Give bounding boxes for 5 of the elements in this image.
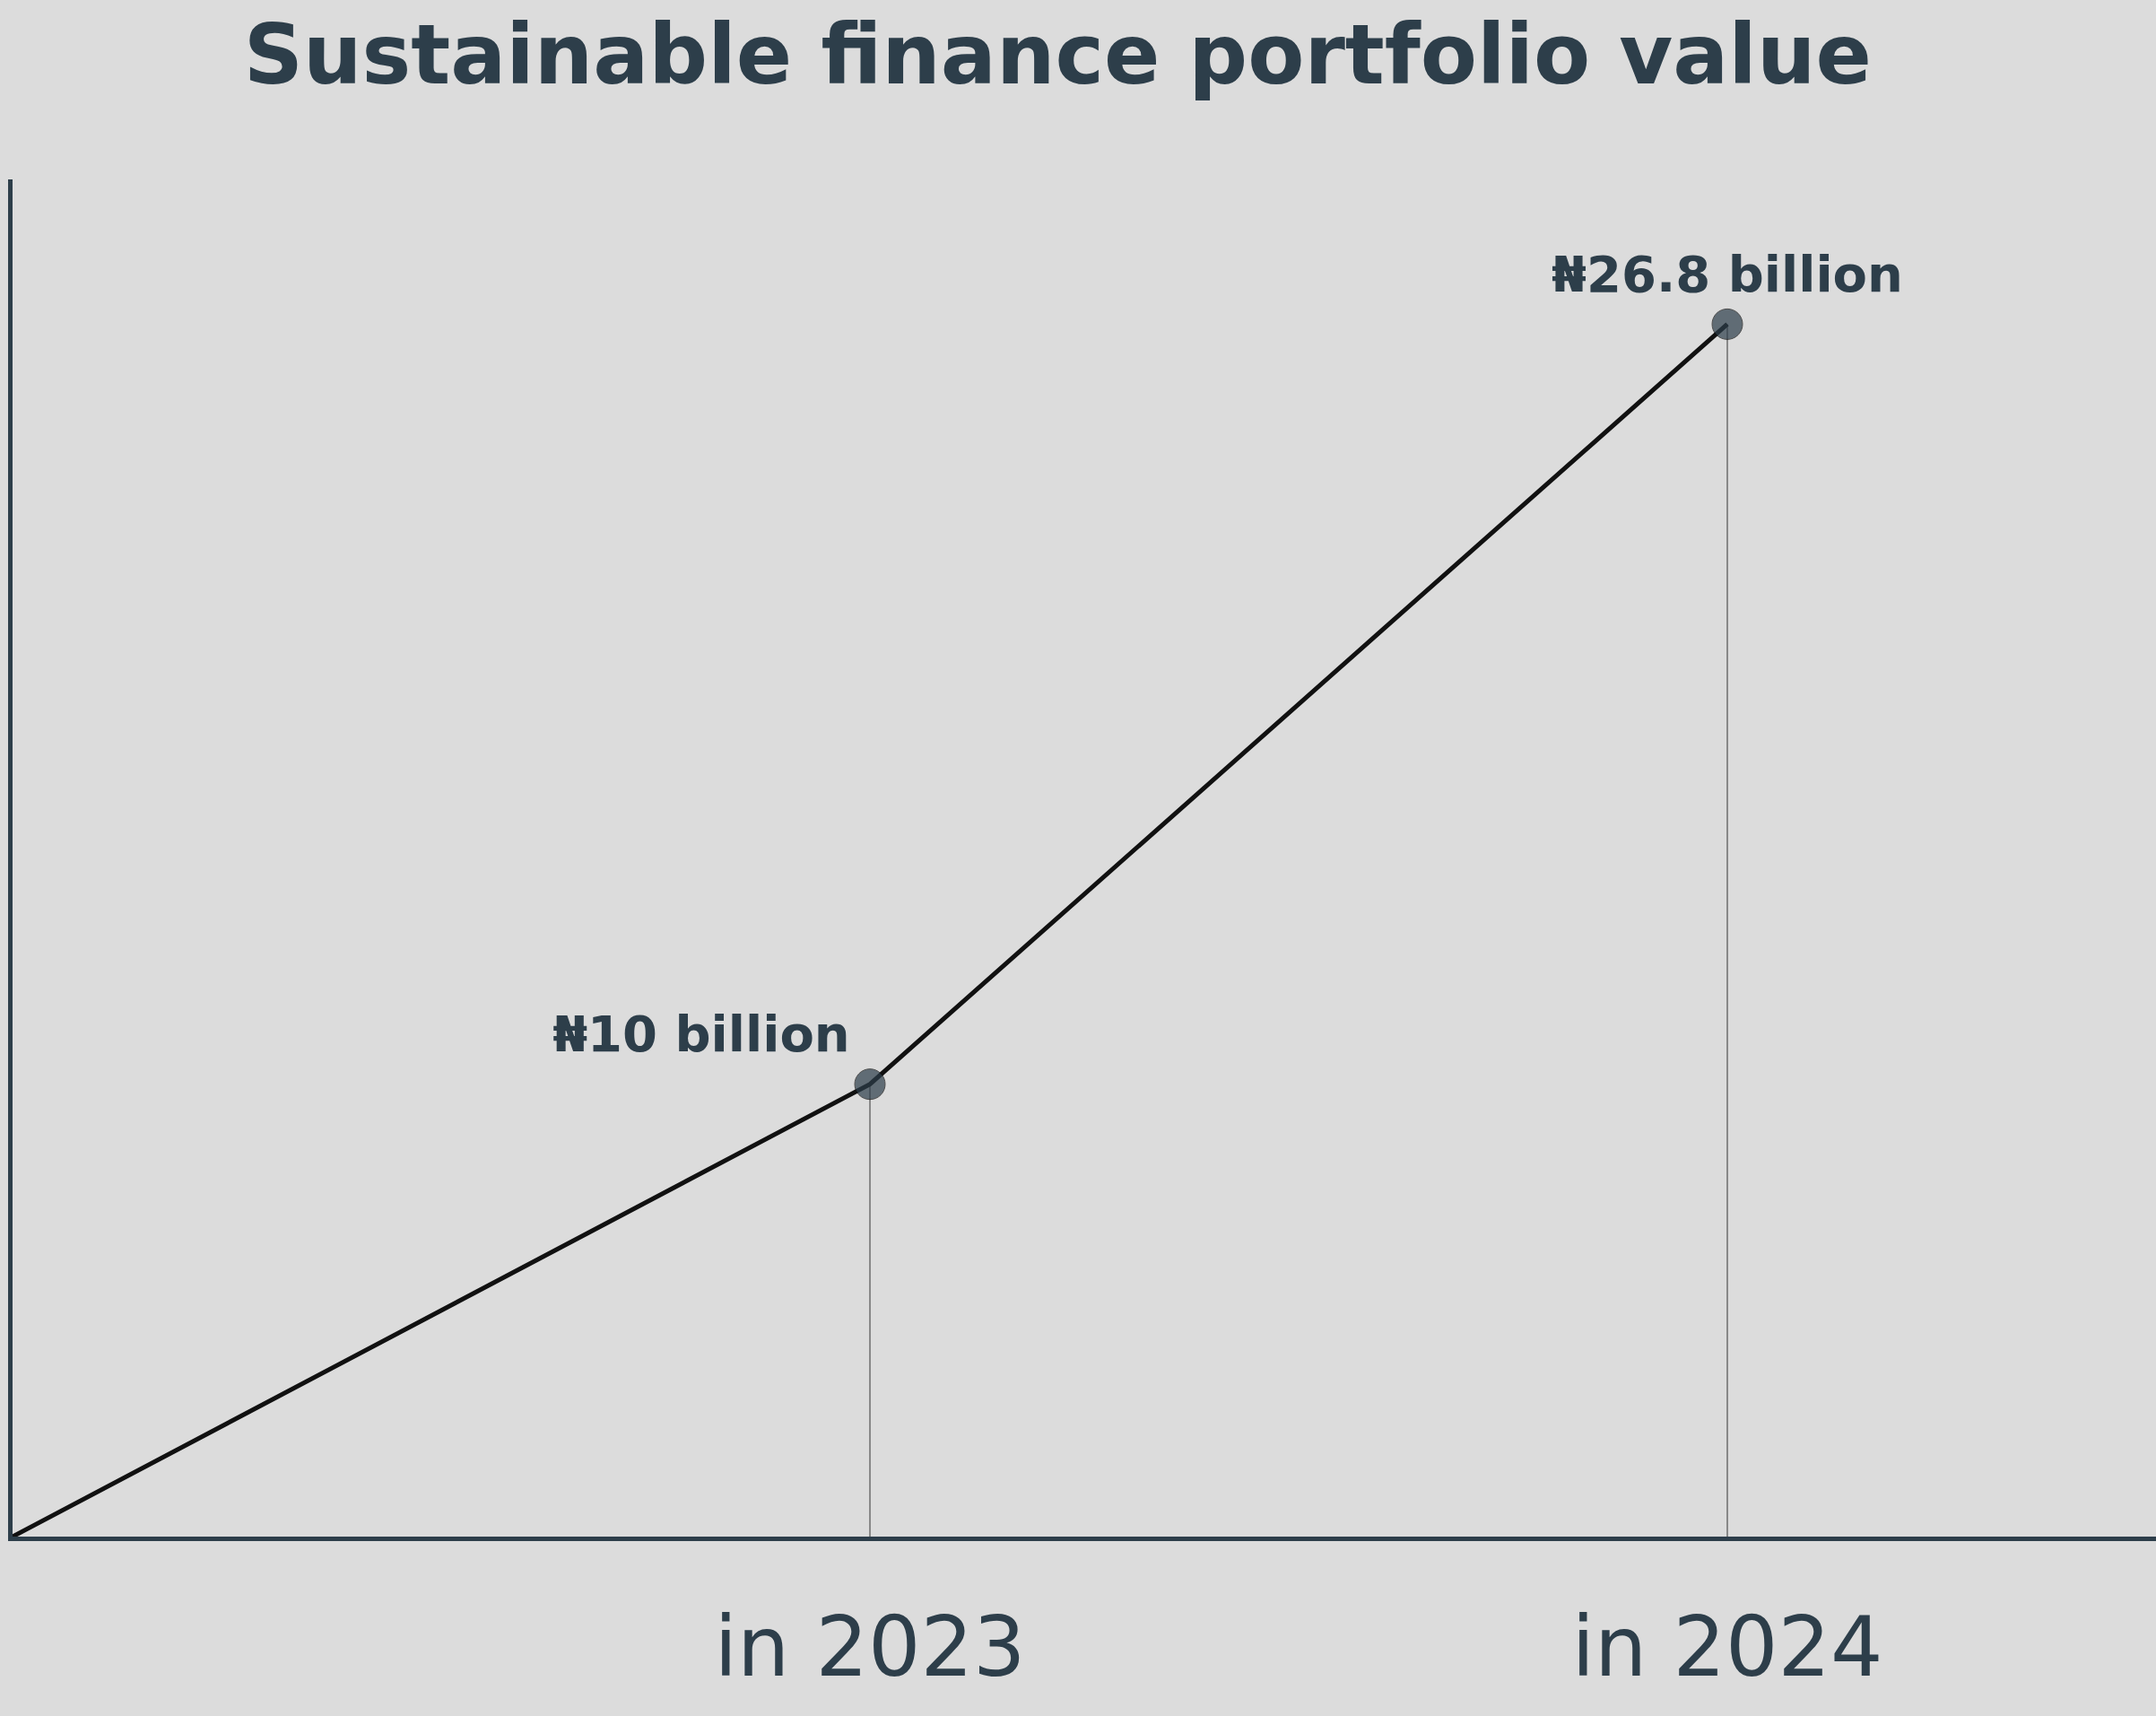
data-label: ₦26.8 billion bbox=[1552, 245, 1903, 304]
data-label: ₦10 billion bbox=[552, 1005, 850, 1064]
x-tick-label: in 2023 bbox=[714, 1599, 1026, 1696]
chart-title: Sustainable finance portfolio value bbox=[243, 7, 1872, 104]
x-tick-label: in 2024 bbox=[1571, 1599, 1883, 1696]
